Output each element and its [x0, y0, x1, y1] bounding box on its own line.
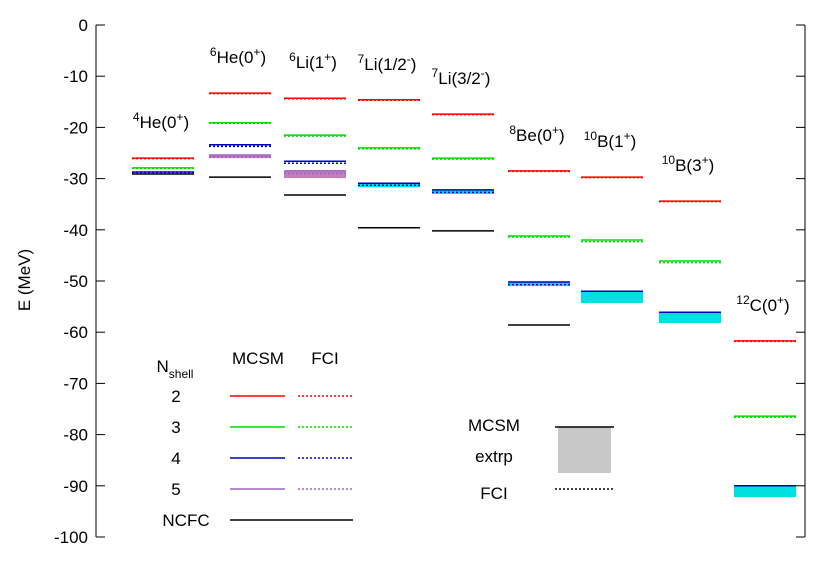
label-part: 10 — [662, 153, 676, 167]
label-part: He(0 — [217, 48, 254, 67]
nucleus-label: 7Li(3/2-) — [432, 66, 491, 88]
label-part: ) — [485, 69, 491, 88]
nucleus-label: 10B(1+) — [584, 129, 637, 151]
legend-title: Nshell — [157, 357, 194, 381]
legend-swatch — [558, 427, 611, 473]
y-tick-label: 0 — [79, 16, 88, 35]
label-part: 8 — [509, 123, 516, 137]
legend-label: 3 — [171, 418, 180, 437]
y-tick-label: -90 — [63, 477, 88, 496]
y-tick-label: -100 — [54, 528, 88, 547]
label-part: Li(3/2 — [438, 69, 481, 88]
label-part: + — [176, 110, 183, 124]
extrapolation-band — [734, 485, 796, 498]
label-part: + — [324, 50, 331, 64]
y-axis-label: E (MeV) — [15, 249, 34, 311]
nucleus-label: 6Li(1+) — [289, 50, 337, 72]
nucleus-label: 8Be(0+) — [509, 123, 564, 145]
label-part: 4 — [133, 110, 140, 124]
nucleus-label: 4He(0+) — [133, 110, 189, 132]
label-part: + — [624, 129, 631, 143]
legend-label: 2 — [171, 387, 180, 406]
label-part: Li(1/2 — [364, 55, 407, 74]
nucleus-label: 7Li(1/2-) — [358, 52, 417, 74]
label-part: ) — [631, 132, 637, 151]
legend-header: FCI — [311, 349, 338, 368]
y-tick-label: -10 — [63, 67, 88, 86]
label-part: - — [481, 66, 485, 80]
label-part: 7 — [432, 66, 439, 80]
label-part: ) — [331, 53, 337, 72]
legend-title-sub: shell — [169, 367, 194, 381]
label-part: He(0 — [140, 113, 177, 132]
label-part: ) — [260, 48, 266, 67]
label-part: 6 — [289, 50, 296, 64]
y-tick-label: -60 — [63, 323, 88, 342]
legend-label: FCI — [480, 484, 507, 503]
label-part: ) — [411, 55, 417, 74]
label-part: B(1 — [597, 132, 623, 151]
legend-label: NCFC — [162, 511, 209, 530]
extrapolation-band — [659, 312, 721, 323]
label-part: Li(1 — [296, 53, 324, 72]
nucleus-label: 6He(0+) — [210, 45, 266, 67]
label-part: ) — [559, 126, 565, 145]
y-tick-label: -80 — [63, 426, 88, 445]
label-part: ) — [784, 296, 790, 315]
y-tick-label: -50 — [63, 272, 88, 291]
extrapolation-band — [284, 170, 346, 179]
extrapolation-band — [581, 291, 643, 304]
label-part: + — [253, 45, 260, 59]
extrapolation-band — [358, 183, 420, 188]
y-tick-label: -20 — [63, 118, 88, 137]
label-part: + — [777, 293, 784, 307]
label-part: 12 — [736, 293, 750, 307]
extrapolation-band — [209, 155, 271, 159]
nucleus-label: 12C(0+) — [736, 293, 789, 315]
legend-label: 5 — [171, 480, 180, 499]
label-part: C(0 — [750, 296, 777, 315]
label-part: 10 — [584, 129, 598, 143]
y-tick-label: -40 — [63, 221, 88, 240]
legend-title-main: N — [157, 357, 169, 376]
label-part: B(3 — [675, 156, 701, 175]
extrapolation-band — [432, 189, 494, 194]
legend-header: MCSM — [232, 349, 284, 368]
y-tick-label: -70 — [63, 374, 88, 393]
label-part: ) — [709, 156, 715, 175]
legend-label: 4 — [171, 449, 180, 468]
label-part: + — [552, 123, 559, 137]
label-part: Be(0 — [516, 126, 552, 145]
label-part: + — [702, 153, 709, 167]
legend-label: MCSM — [468, 416, 520, 435]
label-part: 6 — [210, 45, 217, 59]
legend-label: extrp — [475, 447, 513, 466]
label-part: 7 — [358, 52, 365, 66]
label-part: ) — [183, 113, 189, 132]
y-tick-label: -30 — [63, 170, 88, 189]
extrapolation-band — [508, 282, 570, 287]
label-part: - — [407, 52, 411, 66]
nucleus-label: 10B(3+) — [662, 153, 715, 175]
